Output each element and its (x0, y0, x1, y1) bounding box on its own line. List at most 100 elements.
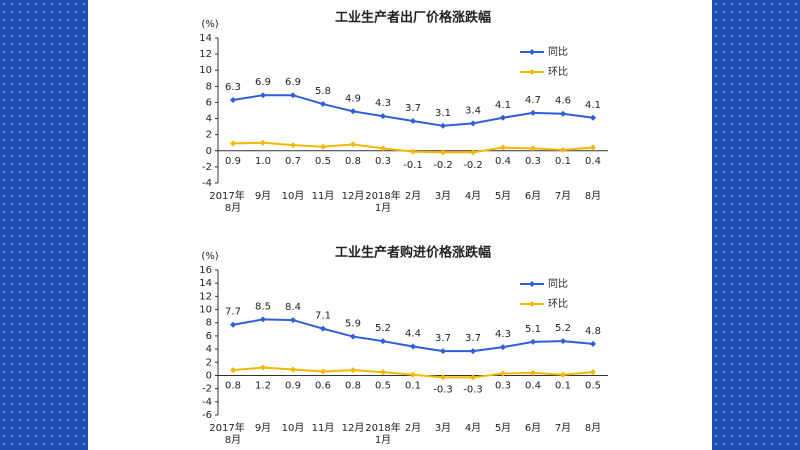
point (350, 141, 356, 148)
data-label: 4.7 (525, 95, 541, 106)
point (290, 317, 296, 324)
data-label: 0.3 (375, 156, 391, 167)
point (500, 114, 506, 121)
y-tick-label: -4 (202, 397, 212, 408)
y-tick-label: -2 (202, 162, 212, 173)
data-label: 6.9 (285, 77, 301, 88)
x-tick-label: 8月 (585, 422, 601, 434)
point (290, 142, 296, 149)
x-tick-label: 7月 (555, 422, 571, 434)
legend-marker (529, 49, 535, 55)
data-label: 5.9 (345, 319, 361, 330)
data-label: 0.8 (225, 380, 241, 391)
y-tick-label: 6 (206, 97, 212, 108)
data-label: 3.1 (435, 108, 451, 119)
point (350, 108, 356, 115)
data-label: 0.8 (345, 380, 361, 391)
y-tick-label: 4 (206, 344, 212, 355)
x-tick-label: 4月 (465, 422, 481, 434)
data-label: 4.4 (405, 328, 421, 339)
x-tick-label: 6月 (525, 422, 541, 434)
point (380, 145, 386, 152)
x-tick-label: 5月 (495, 190, 511, 202)
y-tick-label: 10 (199, 305, 212, 316)
x-tick-label: 8月 (585, 190, 601, 202)
point (230, 140, 236, 147)
y-unit: (%) (201, 19, 218, 30)
data-label: 3.7 (405, 103, 421, 114)
point (320, 325, 326, 332)
panel (88, 0, 712, 450)
point (260, 139, 266, 146)
point (500, 144, 506, 151)
point (230, 97, 236, 104)
data-label: 4.9 (345, 93, 361, 104)
data-label: 5.1 (525, 324, 541, 335)
data-label: 0.3 (525, 156, 541, 167)
data-label: -0.1 (403, 160, 423, 171)
y-tick-label: 12 (199, 49, 212, 60)
x-tick-label: 11月 (312, 190, 335, 202)
data-label: 0.4 (525, 380, 541, 391)
x-tick-label: 10月 (282, 190, 305, 202)
data-label: 0.9 (225, 156, 241, 167)
point (440, 149, 446, 156)
y-unit: (%) (201, 251, 218, 262)
point (560, 110, 566, 117)
chart-title: 工业生产者出厂价格涨跌幅 (335, 10, 491, 26)
point (380, 369, 386, 376)
point (530, 338, 536, 345)
point (380, 113, 386, 120)
y-tick-label: 14 (199, 278, 212, 289)
point (350, 367, 356, 374)
x-tick-label: 4月 (465, 190, 481, 202)
data-label: 0.6 (315, 380, 331, 391)
data-label: 7.1 (315, 311, 331, 322)
x-tick-label: 9月 (255, 422, 271, 434)
x-tick-label: 1月 (375, 202, 391, 214)
data-label: 6.3 (225, 82, 241, 93)
y-tick-label: 0 (206, 370, 212, 381)
point (440, 348, 446, 355)
data-label: 0.5 (375, 380, 391, 391)
x-tick-label: 7月 (555, 190, 571, 202)
y-tick-label: 8 (206, 318, 212, 329)
x-tick-label: 5月 (495, 422, 511, 434)
x-tick-label: 1月 (375, 434, 391, 446)
data-label: 5.2 (555, 323, 571, 334)
y-tick-label: 8 (206, 81, 212, 92)
data-label: 6.9 (255, 77, 271, 88)
point (410, 148, 416, 155)
y-tick-label: 14 (199, 33, 212, 44)
point (590, 114, 596, 121)
point (230, 367, 236, 374)
point (560, 371, 566, 378)
y-tick-label: -6 (202, 410, 212, 421)
data-label: 0.7 (285, 156, 301, 167)
data-label: -0.2 (463, 160, 483, 171)
data-label: 0.1 (405, 380, 421, 391)
y-tick-label: 10 (199, 65, 212, 76)
point (320, 368, 326, 375)
point (260, 316, 266, 323)
point (530, 145, 536, 152)
data-label: -0.3 (433, 384, 453, 395)
x-tick-label: 2月 (405, 422, 421, 434)
x-tick-label: 12月 (342, 190, 365, 202)
x-tick-label: 2018年 (365, 421, 400, 434)
legend-marker (529, 69, 535, 75)
x-tick-label: 3月 (435, 422, 451, 434)
data-label: 8.5 (255, 301, 271, 312)
point (530, 369, 536, 376)
point (500, 344, 506, 351)
point (560, 146, 566, 153)
y-tick-label: 2 (206, 130, 212, 141)
x-tick-label: 12月 (342, 422, 365, 434)
point (290, 366, 296, 373)
point (590, 144, 596, 151)
x-tick-label: 11月 (312, 422, 335, 434)
data-label: 4.3 (495, 329, 511, 340)
x-tick-label: 8月 (225, 434, 241, 446)
point (410, 117, 416, 124)
